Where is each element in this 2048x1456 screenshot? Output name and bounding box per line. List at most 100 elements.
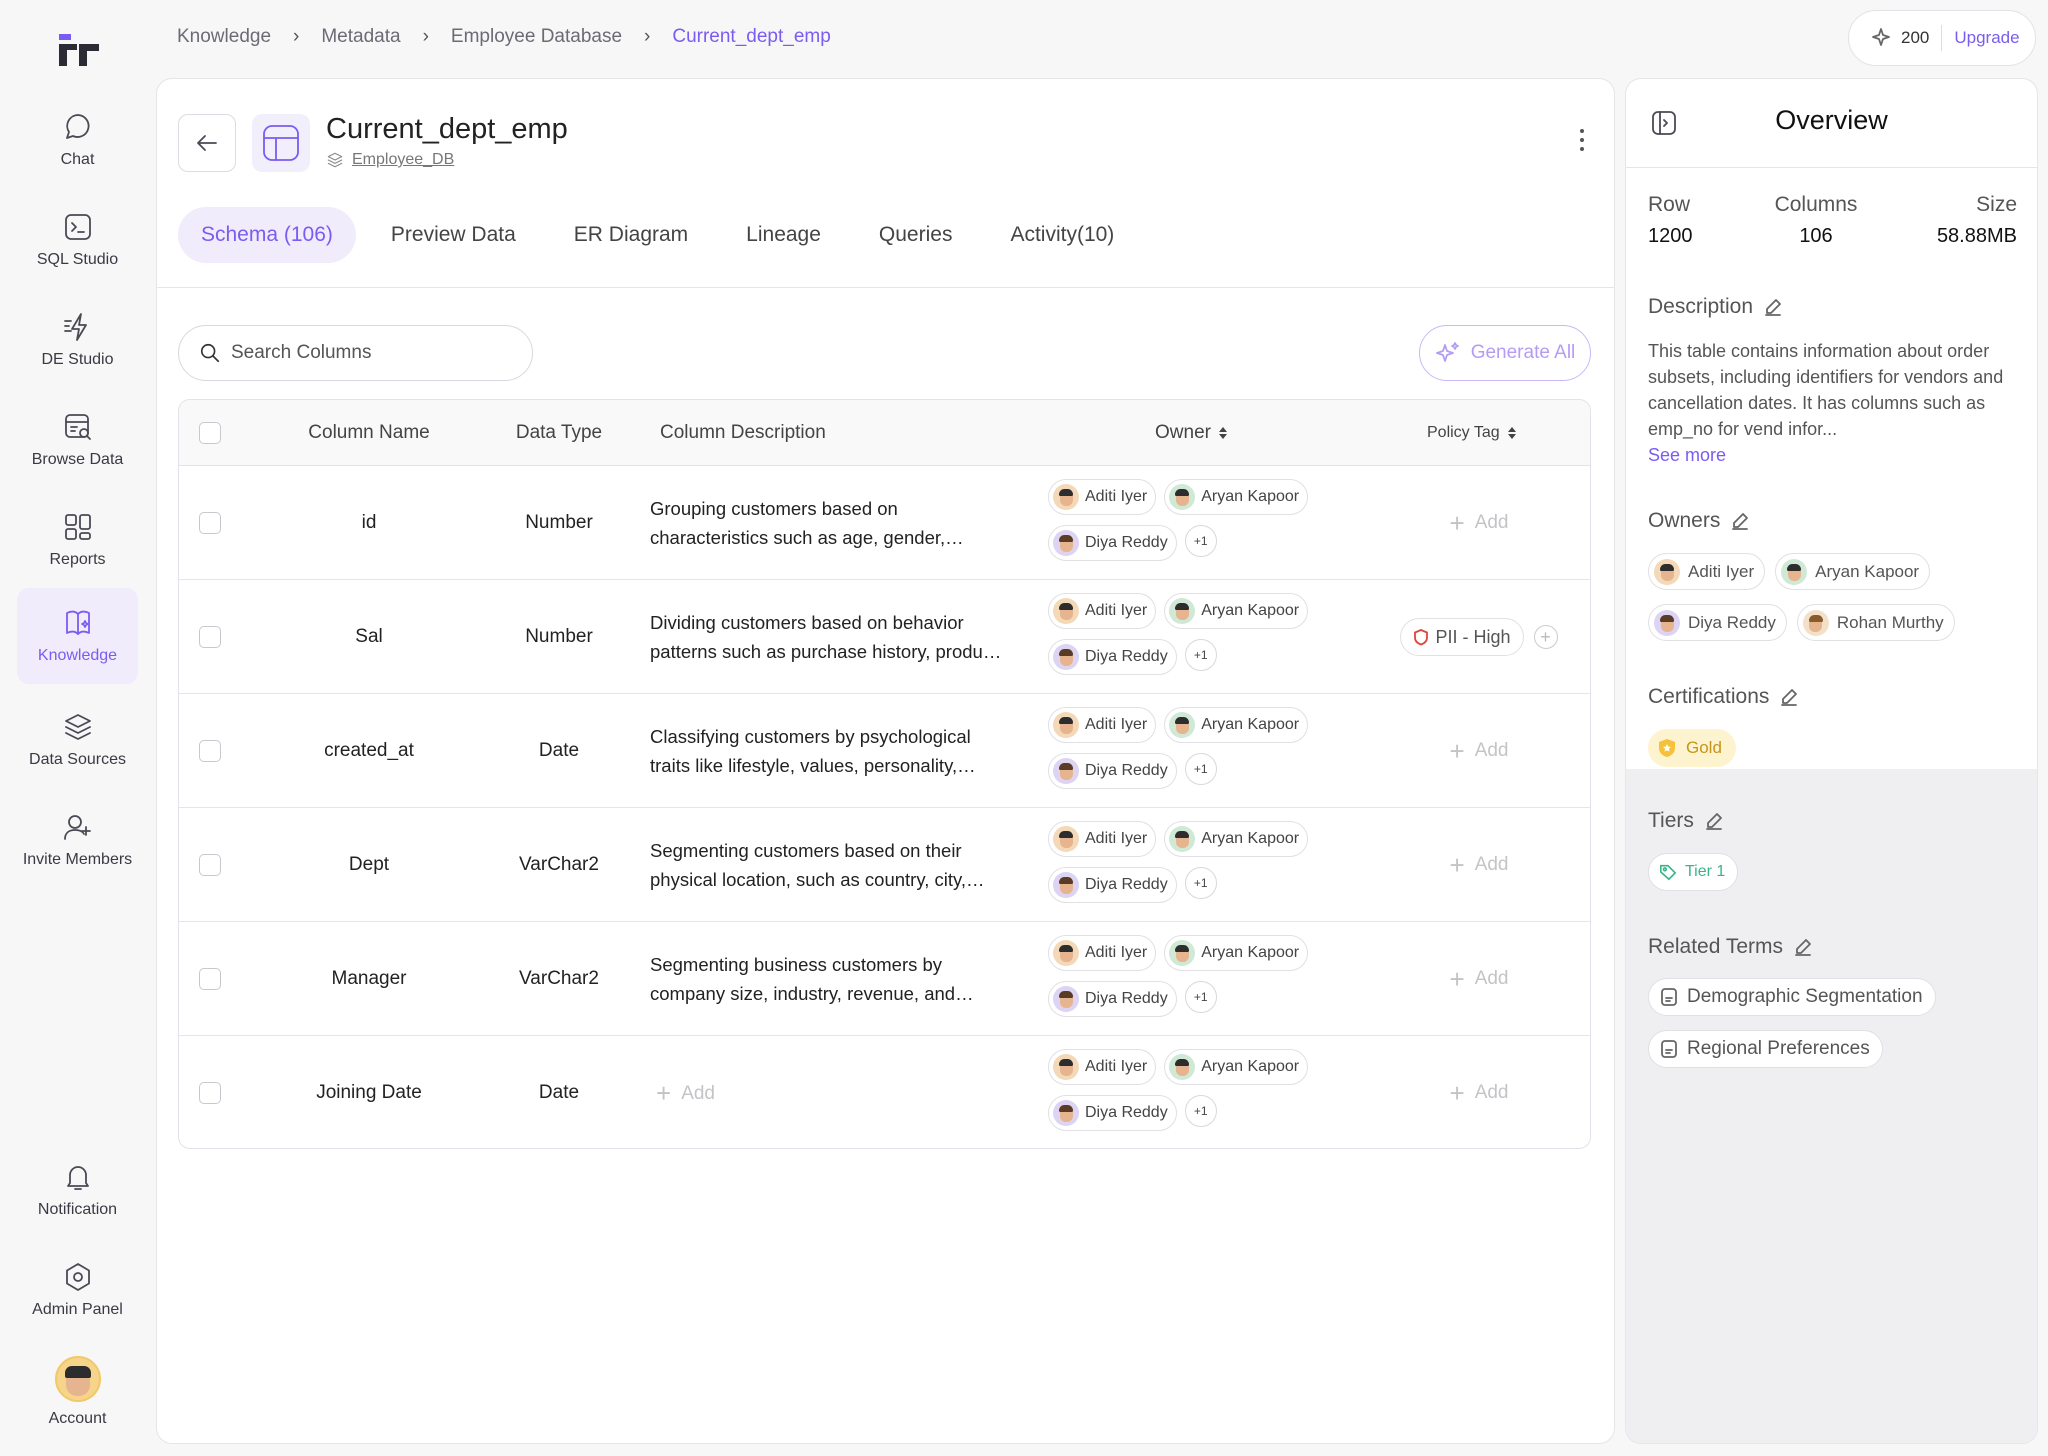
column-name-cell: Joining Date — [316, 1082, 422, 1103]
collapse-panel-icon[interactable] — [1650, 109, 1678, 137]
tab-activity[interactable]: Activity(10) — [1010, 223, 1115, 246]
row-checkbox[interactable] — [199, 626, 221, 648]
owner-chip[interactable]: Diya Reddy — [1048, 639, 1177, 675]
row-checkbox[interactable] — [199, 1082, 221, 1104]
owner-chip[interactable]: Diya Reddy — [1048, 525, 1177, 561]
sidebar-item-invite-members[interactable]: Invite Members — [17, 792, 138, 888]
add-policy-tag-button[interactable]: + Add — [1449, 735, 1509, 766]
more-owners-button[interactable]: +1 — [1184, 1095, 1217, 1127]
owner-chip[interactable]: Diya Reddy — [1048, 1095, 1177, 1131]
owner-chip[interactable]: Aryan Kapoor — [1164, 707, 1309, 743]
edit-icon[interactable] — [1704, 811, 1724, 831]
breadcrumb-item[interactable]: Knowledge — [177, 26, 272, 47]
breadcrumb-item[interactable]: Employee Database — [450, 26, 623, 47]
tab-queries[interactable]: Queries — [878, 223, 953, 246]
owner-chip[interactable]: Aditi Iyer — [1648, 553, 1766, 590]
column-description-cell[interactable]: Segmenting customers based on their phys… — [650, 840, 967, 890]
add-policy-tag-button[interactable]: + Add — [1449, 507, 1509, 538]
upgrade-link[interactable]: Upgrade — [1954, 28, 2020, 47]
owner-header[interactable]: Owner — [1155, 400, 1227, 466]
owner-chip[interactable]: Aditi Iyer — [1048, 479, 1157, 515]
sidebar-item-sql-studio[interactable]: SQL Studio — [17, 192, 138, 288]
sidebar-item-knowledge[interactable]: Knowledge — [17, 588, 138, 684]
more-owners-button[interactable]: +1 — [1184, 639, 1217, 671]
database-link[interactable]: Employee_DB — [326, 151, 454, 169]
table-row: created_at Date Classifying customers by… — [179, 694, 1590, 808]
owner-chip[interactable]: Diya Reddy — [1048, 867, 1177, 903]
policy-tag-chip[interactable]: PII - High — [1400, 618, 1524, 656]
owner-chip[interactable]: Diya Reddy — [1648, 604, 1787, 641]
sidebar-item-de-studio[interactable]: DE Studio — [17, 292, 138, 388]
owner-chip[interactable]: Aryan Kapoor — [1164, 821, 1309, 857]
tab-preview-data[interactable]: Preview Data — [390, 223, 516, 246]
columns-stat: Columns 106 — [1761, 193, 1871, 248]
edit-icon[interactable] — [1763, 297, 1783, 317]
owner-chip[interactable]: Aditi Iyer — [1048, 935, 1157, 971]
sparkle-icon — [1872, 28, 1890, 46]
select-all-checkbox[interactable] — [199, 422, 221, 444]
owner-chip[interactable]: Diya Reddy — [1048, 981, 1177, 1017]
browse-data-icon — [64, 414, 91, 440]
row-checkbox[interactable] — [199, 854, 221, 876]
owner-chip[interactable]: Aditi Iyer — [1048, 1049, 1157, 1085]
row-checkbox[interactable] — [199, 740, 221, 762]
owners-cell: Aditi Iyer Aryan Kapoor Diya Reddy +1 — [1048, 707, 1328, 789]
add-policy-tag-button[interactable]: + Add — [1449, 849, 1509, 880]
policy-tag-header[interactable]: Policy Tag — [1427, 400, 1516, 466]
owner-chip[interactable]: Aryan Kapoor — [1775, 553, 1931, 590]
avatar — [1802, 609, 1829, 636]
owner-chip[interactable]: Aryan Kapoor — [1164, 1049, 1309, 1085]
add-policy-tag-button[interactable]: + Add — [1449, 963, 1509, 994]
policy-tag-header-label: Policy Tag — [1427, 424, 1500, 441]
related-term-chip[interactable]: Demographic Segmentation — [1648, 978, 1936, 1016]
owner-chip[interactable]: Diya Reddy — [1048, 753, 1177, 789]
owner-chip[interactable]: Aditi Iyer — [1048, 821, 1157, 857]
owner-chip[interactable]: Aditi Iyer — [1048, 593, 1157, 629]
column-description-cell[interactable]: Grouping customers based on characterist… — [650, 498, 946, 548]
more-owners-button[interactable]: +1 — [1184, 753, 1217, 785]
avatar — [1169, 712, 1196, 738]
owner-chip[interactable]: Aryan Kapoor — [1164, 479, 1309, 515]
sidebar-item-notification[interactable]: Notification — [17, 1142, 138, 1238]
more-owners-button[interactable]: +1 — [1184, 525, 1217, 557]
generate-all-button[interactable]: Generate All — [1419, 325, 1591, 381]
sidebar-item-admin-panel[interactable]: Admin Panel — [17, 1242, 138, 1338]
owner-chip[interactable]: Aryan Kapoor — [1164, 593, 1309, 629]
column-description-cell[interactable]: Dividing customers based on behavior pat… — [650, 612, 998, 662]
more-owners-button[interactable]: +1 — [1184, 867, 1217, 899]
row-checkbox[interactable] — [199, 968, 221, 990]
search-input[interactable] — [231, 342, 491, 364]
table-row: id Number Grouping customers based on ch… — [179, 466, 1590, 580]
column-description-cell[interactable]: Classifying customers by psychological t… — [650, 726, 971, 776]
column-description-cell[interactable]: + Add — [650, 1036, 1010, 1148]
sidebar-item-reports[interactable]: Reports — [17, 492, 138, 588]
sidebar-item-browse-data[interactable]: Browse Data — [17, 392, 138, 488]
tab-schema[interactable]: Schema (106) — [178, 207, 356, 263]
add-description-button[interactable]: + Add — [656, 1077, 715, 1108]
shield-star-icon — [1659, 739, 1675, 757]
avatar — [1169, 1054, 1196, 1080]
sidebar-item-account[interactable]: Account — [17, 1344, 138, 1440]
add-tag-button[interactable]: + — [1533, 625, 1558, 649]
sidebar-item-data-sources[interactable]: Data Sources — [17, 692, 138, 788]
more-options-button[interactable] — [1580, 129, 1584, 151]
back-button[interactable] — [178, 114, 236, 172]
edit-icon[interactable] — [1793, 937, 1813, 957]
breadcrumb-item[interactable]: Metadata — [321, 26, 401, 47]
edit-icon[interactable] — [1779, 687, 1799, 707]
row-checkbox[interactable] — [199, 512, 221, 534]
see-more-link[interactable]: See more — [1648, 445, 1727, 465]
related-term-chip[interactable]: Regional Preferences — [1648, 1030, 1883, 1068]
tab-lineage[interactable]: Lineage — [746, 223, 821, 246]
owner-chip[interactable]: Aditi Iyer — [1048, 707, 1157, 743]
tab-er-diagram[interactable]: ER Diagram — [573, 223, 689, 246]
add-policy-tag-button[interactable]: + Add — [1449, 1077, 1509, 1108]
page-title: Current_dept_emp — [326, 113, 568, 145]
owner-chip[interactable]: Rohan Murthy — [1796, 604, 1955, 641]
column-description-cell[interactable]: Segmenting business customers by company… — [650, 954, 956, 1004]
more-owners-button[interactable]: +1 — [1184, 981, 1217, 1013]
owner-chip[interactable]: Aryan Kapoor — [1164, 935, 1309, 971]
sidebar-item-chat[interactable]: Chat — [17, 92, 138, 188]
app-logo[interactable] — [57, 30, 101, 70]
edit-icon[interactable] — [1730, 511, 1750, 531]
